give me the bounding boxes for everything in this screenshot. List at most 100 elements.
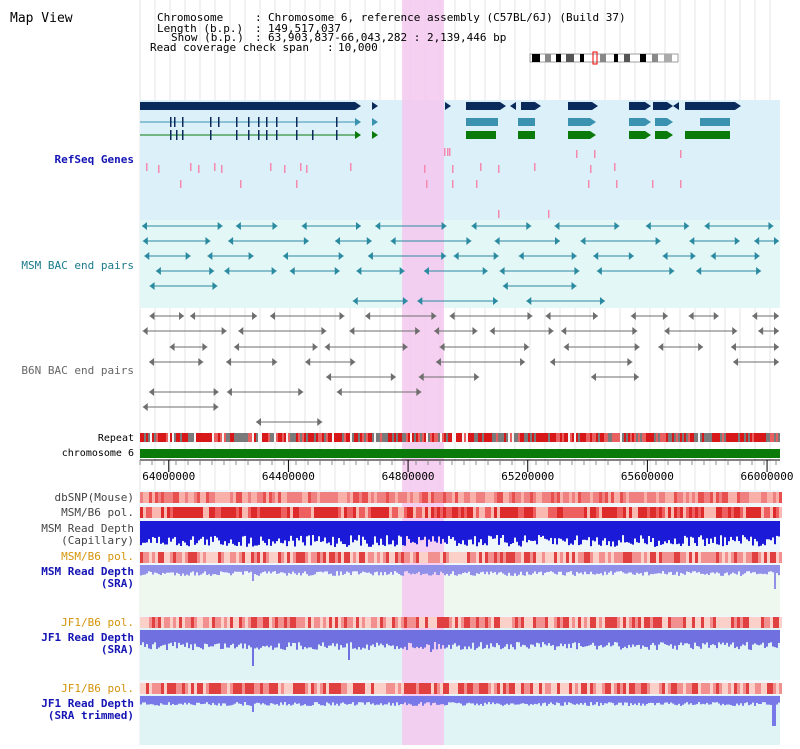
bac-end-marker[interactable]	[710, 252, 716, 260]
msm-depth-capillary-bar[interactable]	[764, 521, 766, 546]
jf1-depth-trim-bar[interactable]	[448, 696, 450, 703]
gene-exon[interactable]	[210, 117, 212, 127]
jf1-b6-pol-cell[interactable]	[167, 617, 170, 628]
gene-strand-arrow[interactable]	[667, 118, 673, 126]
jf1-depth-sra-bar[interactable]	[212, 630, 214, 647]
msm-b6-pol-cell[interactable]	[767, 552, 770, 563]
msm-depth-capillary-bar[interactable]	[686, 521, 688, 538]
jf1-depth-sra-bar[interactable]	[594, 630, 596, 646]
repeat-segment[interactable]	[648, 433, 650, 442]
jf1-depth-sra-bar[interactable]	[704, 630, 706, 645]
bac-end-marker[interactable]	[774, 327, 779, 335]
repeat-segment[interactable]	[562, 433, 564, 442]
jf1-depth-sra-bar[interactable]	[596, 630, 598, 650]
repeat-segment[interactable]	[394, 433, 396, 442]
jf1-depth-trim-bar[interactable]	[286, 696, 288, 706]
jf1-depth-sra-bar[interactable]	[316, 630, 318, 650]
dbsnp-cell[interactable]	[161, 492, 164, 503]
repeat-segment[interactable]	[692, 433, 694, 442]
repeat-segment[interactable]	[206, 433, 208, 442]
msm-depth-sra-bar[interactable]	[472, 565, 474, 576]
msm-depth-sra-bar[interactable]	[604, 565, 606, 572]
jf1-depth-trim-bar[interactable]	[396, 696, 398, 703]
msm-depth-sra-bar[interactable]	[234, 565, 236, 572]
jf1-b6-pol-cell[interactable]	[596, 617, 599, 628]
jf1-depth-sra-bar[interactable]	[294, 630, 296, 644]
jf1-depth-sra-bar[interactable]	[742, 630, 744, 645]
msm-depth-capillary-bar[interactable]	[420, 521, 422, 541]
jf1-depth-sra-bar[interactable]	[672, 630, 674, 649]
repeat-segment[interactable]	[660, 433, 662, 442]
msm-depth-capillary-bar[interactable]	[158, 521, 160, 537]
jf1-b6-pol-cell[interactable]	[623, 683, 626, 694]
msm-depth-capillary-bar[interactable]	[376, 521, 378, 543]
msm-depth-sra-bar[interactable]	[530, 565, 532, 576]
jf1-b6-pol-cell[interactable]	[530, 683, 533, 694]
dbsnp-cell[interactable]	[713, 492, 716, 503]
repeat-segment[interactable]	[520, 433, 522, 442]
msm-depth-sra-bar[interactable]	[664, 565, 666, 574]
jf1-depth-trim-bar[interactable]	[260, 696, 262, 705]
msm-depth-sra-bar[interactable]	[542, 565, 544, 576]
msm-b6-pol-cell[interactable]	[146, 507, 149, 518]
jf1-b6-pol-cell[interactable]	[245, 683, 248, 694]
jf1-depth-trim-bar[interactable]	[270, 696, 272, 704]
jf1-depth-trim-bar[interactable]	[144, 696, 146, 703]
jf1-b6-pol-cell[interactable]	[410, 617, 413, 628]
msm-depth-sra-bar[interactable]	[468, 565, 470, 572]
jf1-depth-trim-bar[interactable]	[310, 696, 312, 706]
msm-depth-sra-bar[interactable]	[320, 565, 322, 572]
msm-depth-capillary-bar[interactable]	[584, 521, 586, 540]
repeat-segment[interactable]	[622, 433, 624, 442]
msm-depth-sra-bar[interactable]	[488, 565, 490, 575]
depth-tracks[interactable]	[140, 521, 780, 726]
jf1-depth-sra-bar[interactable]	[556, 630, 558, 647]
jf1-b6-pol-cell[interactable]	[503, 683, 506, 694]
jf1-b6-pol-cell[interactable]	[776, 617, 779, 628]
msm-depth-capillary-bar[interactable]	[412, 521, 414, 542]
msm-depth-sra-bar[interactable]	[546, 565, 548, 573]
msm-depth-sra-bar[interactable]	[522, 565, 524, 576]
msm-depth-sra-bar[interactable]	[196, 565, 198, 573]
jf1-depth-sra-bar[interactable]	[480, 630, 482, 643]
jf1-depth-sra-bar[interactable]	[524, 630, 526, 646]
jf1-depth-trim-bar[interactable]	[596, 696, 598, 703]
jf1-b6-pol-cell[interactable]	[140, 683, 143, 694]
bac-end-marker[interactable]	[226, 388, 232, 396]
dbsnp-cell[interactable]	[644, 492, 647, 503]
msm-depth-sra-bar[interactable]	[768, 565, 770, 572]
bac-end-marker[interactable]	[758, 327, 764, 335]
msm-depth-capillary-bar[interactable]	[302, 521, 304, 543]
msm-depth-sra-bar[interactable]	[314, 565, 316, 575]
msm-b6-pol-cell[interactable]	[683, 507, 686, 518]
msm-depth-sra-bar[interactable]	[692, 565, 694, 572]
jf1-depth-sra-bar[interactable]	[142, 630, 144, 643]
jf1-depth-sra-bar[interactable]	[564, 630, 566, 645]
msm-depth-sra-bar[interactable]	[500, 565, 502, 572]
jf1-depth-sra-bar[interactable]	[652, 630, 654, 643]
jf1-depth-trim-bar[interactable]	[454, 696, 456, 703]
jf1-depth-sra-bar[interactable]	[380, 630, 382, 644]
jf1-depth-sra-bar[interactable]	[478, 630, 480, 647]
msm-b6-pol-cell[interactable]	[719, 552, 722, 563]
jf1-b6-pol-cell[interactable]	[407, 683, 410, 694]
msm-b6-pol-cell[interactable]	[245, 507, 248, 518]
bac-end-marker[interactable]	[252, 312, 258, 320]
dbsnp-cell[interactable]	[311, 492, 314, 503]
dbsnp-cell[interactable]	[281, 492, 284, 503]
jf1-depth-trim-bar[interactable]	[712, 696, 714, 703]
jf1-depth-sra-bar[interactable]	[210, 630, 212, 647]
dbsnp-cell[interactable]	[641, 492, 644, 503]
jf1-depth-trim-bar[interactable]	[414, 696, 416, 706]
jf1-depth-trim-bar[interactable]	[164, 696, 166, 705]
msm-b6-pol-cell[interactable]	[713, 552, 716, 563]
msm-b6-pol-cell[interactable]	[554, 552, 557, 563]
jf1-depth-trim-bar[interactable]	[238, 696, 240, 704]
msm-b6-pol-cell[interactable]	[305, 507, 308, 518]
jf1-depth-trim-bar[interactable]	[332, 696, 334, 703]
msm-depth-sra-bar[interactable]	[414, 565, 416, 575]
jf1-depth-sra-bar[interactable]	[544, 630, 546, 645]
jf1-b6-pol-cell[interactable]	[476, 683, 479, 694]
jf1-depth-trim-bar[interactable]	[210, 696, 212, 706]
repeat-segment[interactable]	[698, 433, 700, 442]
